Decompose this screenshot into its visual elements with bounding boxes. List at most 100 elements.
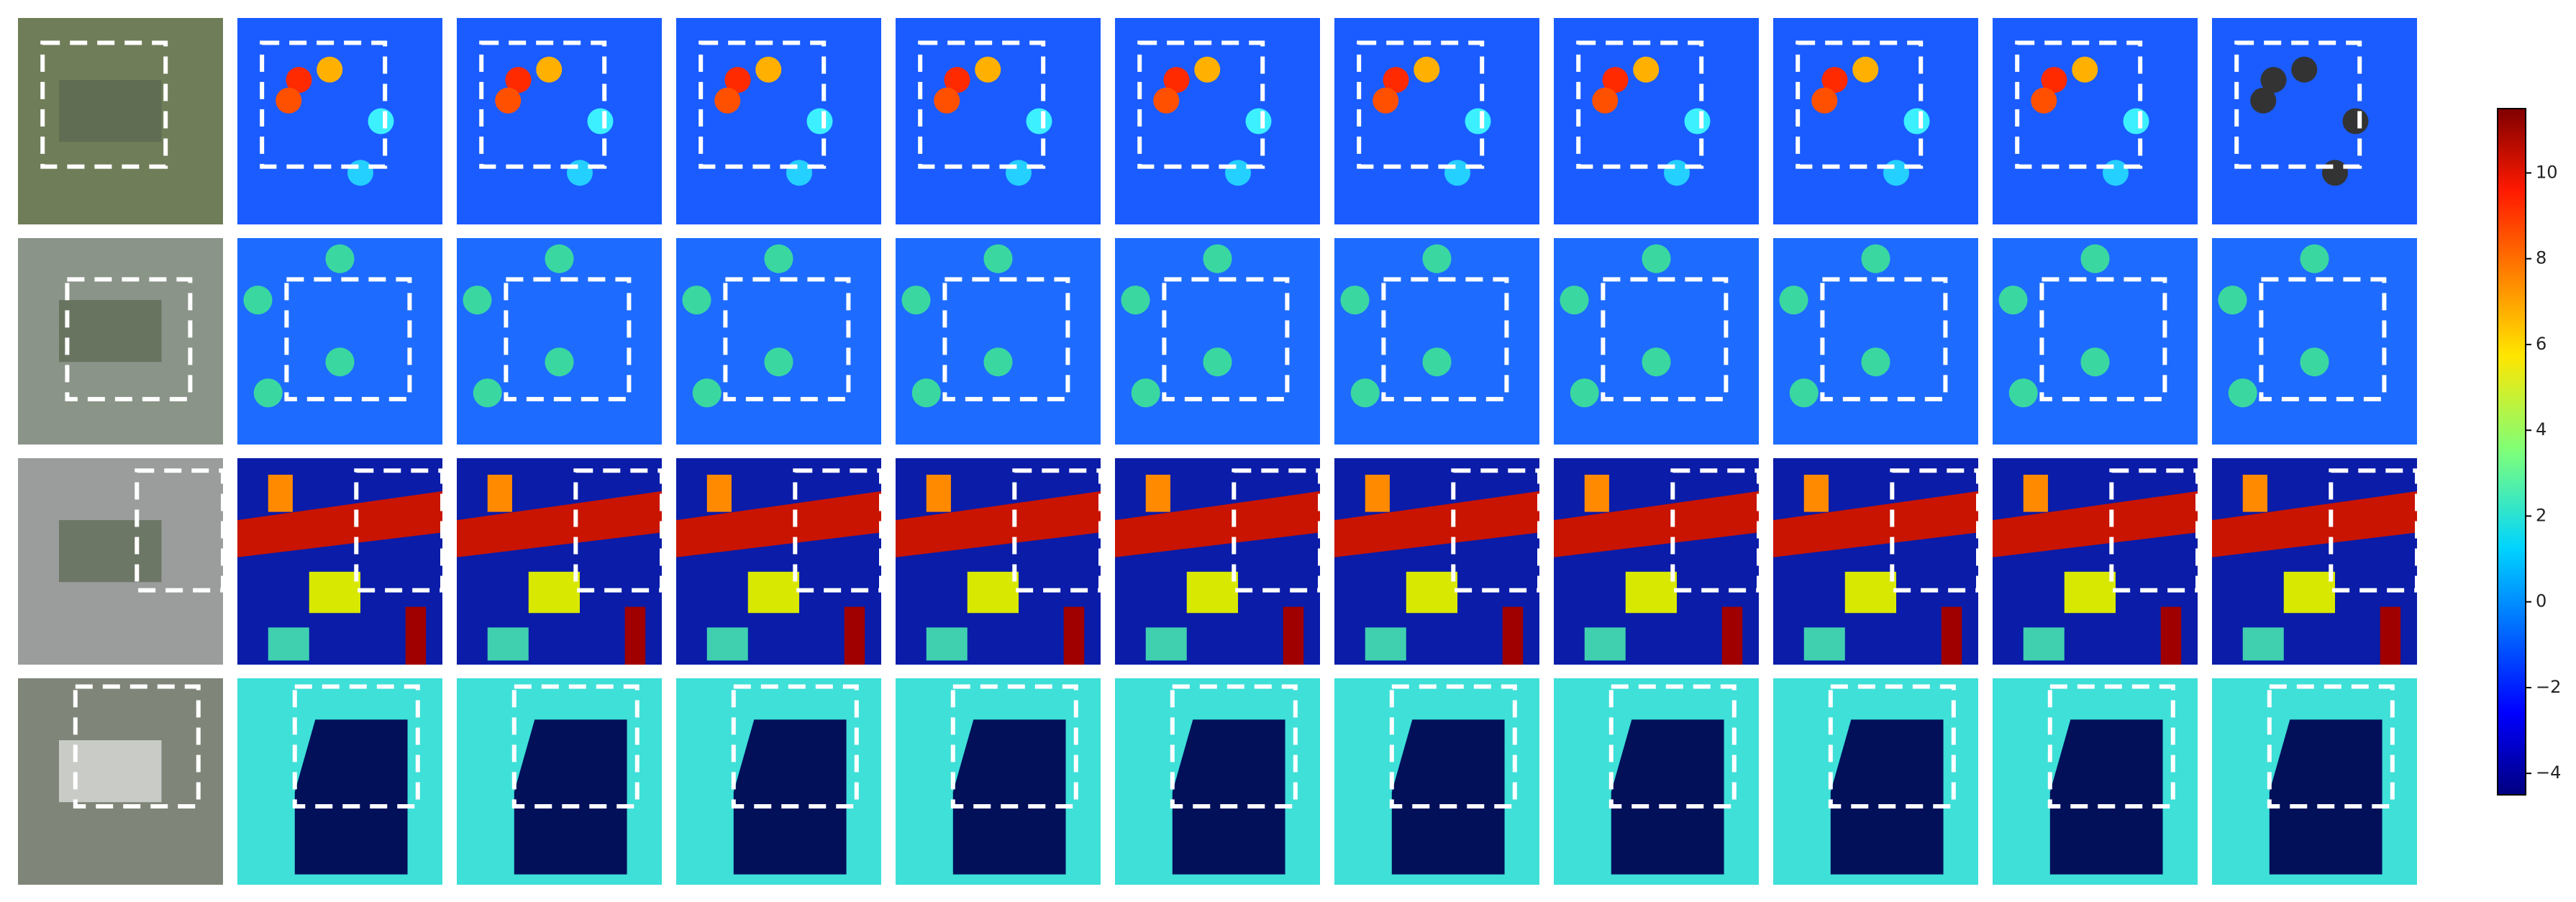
blob [567,160,593,186]
dashed-box [135,468,225,593]
road [1334,491,1539,557]
building [1391,719,1505,875]
dashed-box [1828,684,1956,808]
building [2160,606,2182,665]
dashed-box [1820,277,1948,401]
building [2023,627,2065,661]
dashed-box [698,40,827,169]
tank [463,286,492,315]
blob [934,87,960,114]
blob [1383,67,1409,94]
tank [2228,378,2257,408]
building [2380,606,2401,665]
building [844,606,865,665]
blob [317,56,343,83]
building [1063,606,1085,665]
image-tile [1334,18,1539,224]
dashed-box [2329,468,2420,593]
colorbar-tick-label: 0 [2536,591,2547,611]
blob [786,160,812,186]
blob [2103,160,2129,186]
blob [347,160,373,186]
dashed-box [1357,40,1485,169]
blob [2291,56,2318,83]
blob [1006,160,1032,186]
satellite-feature [59,520,162,583]
tank [2218,286,2247,315]
tank [2080,347,2110,377]
tank [1422,244,1452,273]
dashed-box [1451,468,1542,593]
blob [276,87,302,114]
tile-background [237,18,442,224]
building [1721,606,1743,665]
tank [1340,286,1370,315]
colorbar [2497,108,2526,796]
road [676,491,881,557]
dashed-box [1381,277,1509,401]
image-tile [1993,458,2200,665]
blob [1811,87,1838,114]
dashed-box [2259,277,2387,401]
image-tile [1773,678,1978,885]
tank [2080,244,2110,273]
image-tile [1993,18,2198,224]
colorbar-tick-label: 6 [2536,334,2547,354]
blob [755,56,782,83]
tank [983,347,1013,377]
building [487,474,512,512]
building [268,474,293,512]
image-tile [1773,238,1978,445]
tank [1203,347,1232,377]
image-tile [1773,18,1978,224]
dashed-box [284,277,412,401]
dashed-box [2047,684,2175,808]
image-tile [896,458,1103,665]
tank [1350,378,1380,408]
colorbar-tick-label: −4 [2536,762,2561,783]
blob [1821,67,1848,94]
tile-background [676,18,881,224]
dashed-box [1670,468,1762,593]
road [237,491,442,557]
blob [1163,67,1190,94]
tank [2300,244,2329,273]
building [1406,571,1457,614]
tile-background [1334,18,1539,224]
tank [1121,286,1150,315]
dashed-box [573,468,664,593]
building [1186,571,1238,614]
building [1830,719,1944,875]
dashed-box [1796,40,1924,169]
image-tile [18,458,225,665]
dashed-box [504,277,632,401]
image-tile [1993,238,2198,445]
building [1844,571,1896,614]
building [706,474,732,512]
blob [1194,56,1221,83]
dashed-box [2039,277,2167,401]
tank [243,286,273,315]
building [706,627,748,661]
image-tile [1334,458,1542,665]
building [2242,627,2284,661]
dashed-box [1232,468,1323,593]
image-tile [676,18,881,224]
dashed-box [73,684,201,808]
tank [901,286,931,315]
dashed-box [793,468,884,593]
building [1803,474,1829,512]
blob [714,87,741,114]
image-tile [676,458,884,665]
tile-background [1993,18,2198,224]
building [514,719,627,875]
dashed-box [950,684,1078,808]
image-tile [676,238,881,445]
building [1584,627,1626,661]
road [1773,491,1978,557]
image-tile [1334,238,1539,445]
blob [1373,87,1399,114]
dashed-box [2109,468,2200,593]
image-tile [18,678,223,885]
tank [473,378,502,408]
